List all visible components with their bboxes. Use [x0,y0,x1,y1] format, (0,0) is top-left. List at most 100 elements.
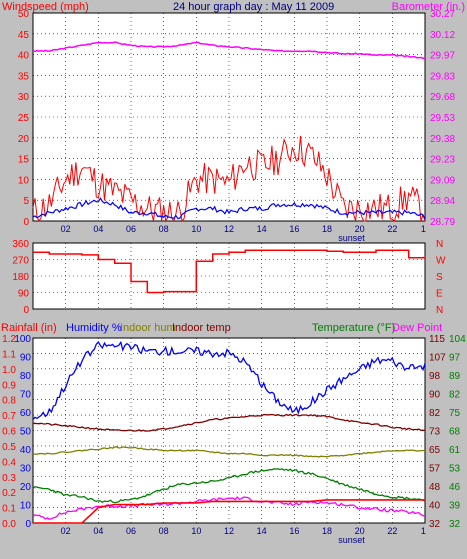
outdoor-temp-tick-label: 46 [449,482,461,493]
direction-degree-label: 360 [12,239,29,250]
indoor-temp-tick-label: 73 [429,427,441,438]
rainfall-line [33,499,425,524]
barometer-axis-labels: 28.79 28.94 29.09 29.23 29.38 29.53 29.68 29.83… [430,9,455,228]
x-tick-label: 04 [93,224,103,234]
humidity-tick-label: 40 [20,445,32,456]
windspeed-axis-labels: 0 5 10 15 20 25 30 35 40 45 50 [18,9,30,228]
x-tick-label: 14 [257,224,267,234]
humidity-tick-label: 70 [20,390,32,401]
barometer-tick-label: 29.53 [430,113,455,124]
humidity-legend: Humidity % [66,322,122,334]
indoor-temp-tick-label: 98 [429,371,441,382]
x-tick-label: 10 [191,224,201,234]
direction-compass-label: N [436,239,443,250]
rainfall-legend: Rainfall (in) [1,322,57,334]
x-tick-label: 06 [126,224,136,234]
barometer-line [32,41,426,60]
humidity-tick-label: 60 [20,408,32,419]
rainfall-tick-label: 0.3 [2,473,16,484]
windspeed-tick-label: 30 [18,92,30,103]
indoor-temp-tick-label: 40 [429,501,441,512]
windspeed-tick-label: 5 [23,196,29,207]
x-tick-label: 02 [61,526,71,536]
indoor-temp-tick-label: 57 [429,464,441,475]
humidity-axis-labels: 0 10 20 30 40 50 60 70 80 90 100 [14,334,31,530]
outdoor-temp-tick-label: 68 [449,427,461,438]
outdoor-temp-tick-label: 39 [449,501,461,512]
barometer-tick-label: 29.09 [430,175,455,186]
x-tick-label: 14 [257,526,267,536]
windspeed-tick-label: 25 [18,113,30,124]
direction-compass-label: N [436,305,443,316]
outdoor-temp-tick-label: 97 [449,353,461,364]
rainfall-tick-label: 0.4 [2,457,16,468]
humidity-tick-label: 0 [25,519,31,530]
barometer-tick-label: 29.97 [430,51,455,62]
outdoor-temp-tick-label: 32 [449,519,461,530]
windspeed-tick-label: 10 [18,175,30,186]
indoor-temp-legend: Indoor temp [172,322,231,334]
x-tick-label: 20 [355,526,365,536]
windspeed-tick-label: 35 [18,71,30,82]
x-tick-label: 16 [289,526,299,536]
wind-gust-line [32,135,426,223]
wind-speed-line [32,197,426,220]
humidity-line [32,340,426,421]
rainfall-tick-label: 1.0 [2,365,16,376]
x-tick-label: 22 [387,526,397,536]
outdoor-temp-tick-label: 89 [449,371,461,382]
dew-point-line [32,496,426,520]
humidity-tick-label: 30 [20,464,32,475]
x-tick-label: 06 [126,526,136,536]
indoor-temp-line [32,413,426,432]
indoor-temp-tick-label: 48 [429,482,441,493]
outdoor-temp-tick-label: 61 [449,445,461,456]
temperature-line [32,468,426,504]
outdoor-temp-axis-labels: 32 39 46 53 61 68 75 82 89 97 104 [449,334,466,530]
outdoor-temp-tick-label: 75 [449,408,461,419]
x-tick-label: 16 [289,224,299,234]
x-tick-label: 18 [322,526,332,536]
x-tick-label: 08 [159,526,169,536]
indoor-temp-tick-label: 90 [429,390,441,401]
temperature-legend: Temperature (°F) [312,322,395,334]
direction-compass-label: S [436,272,443,283]
x-tick-label: 04 [93,526,103,536]
rainfall-axis-labels: 0.0 0.1 0.2 0.3 0.4 0.5 0.6 0.7 0.8 0.9 1.0 1.1 1.2 [2,334,16,530]
humidity-tick-label: 10 [20,501,32,512]
barometer-tick-label: 30.12 [430,30,455,41]
wind-direction-line [33,249,426,294]
x-tick-label: 12 [224,224,234,234]
rainfall-tick-label: 0.0 [2,519,16,530]
x-tick-label: 1 [421,526,426,536]
x-tick-label: 02 [61,224,71,234]
humidity-tick-label: 100 [14,334,31,345]
indoor-hum-legend: Indoor hum [120,322,176,334]
sunset-label: sunset [338,233,365,243]
direction-degree-label: 0 [23,305,29,316]
humidity-tick-label: 50 [20,427,32,438]
windspeed-tick-label: 20 [18,134,30,145]
humidity-tick-label: 20 [20,482,32,493]
rainfall-tick-label: 0.2 [2,488,16,499]
windspeed-tick-label: 45 [18,30,30,41]
rainfall-tick-label: 1.2 [2,334,16,345]
indoor-hum-line [33,446,426,458]
x-tick-label: 10 [191,526,201,536]
indoor-temp-tick-label: 65 [429,445,441,456]
barometer-tick-label: 30.27 [430,9,455,20]
wind-direction-degree-labels: 0 90 180 270 360 [12,239,29,316]
x-tick-label: 22 [387,224,397,234]
indoor-temp-tick-label: 107 [429,353,446,364]
wind-direction-line [33,249,426,294]
rainfall-tick-label: 0.9 [2,380,16,391]
windspeed-tick-label: 15 [18,155,30,166]
direction-compass-label: E [436,289,443,300]
barometer-label: Barometer (in.) [392,1,465,13]
windspeed-tick-label: 40 [18,51,30,62]
x-tick-label: 18 [322,224,332,234]
windspeed-label: Windspeed (mph) [2,1,89,13]
outdoor-temp-tick-label: 104 [449,334,466,345]
